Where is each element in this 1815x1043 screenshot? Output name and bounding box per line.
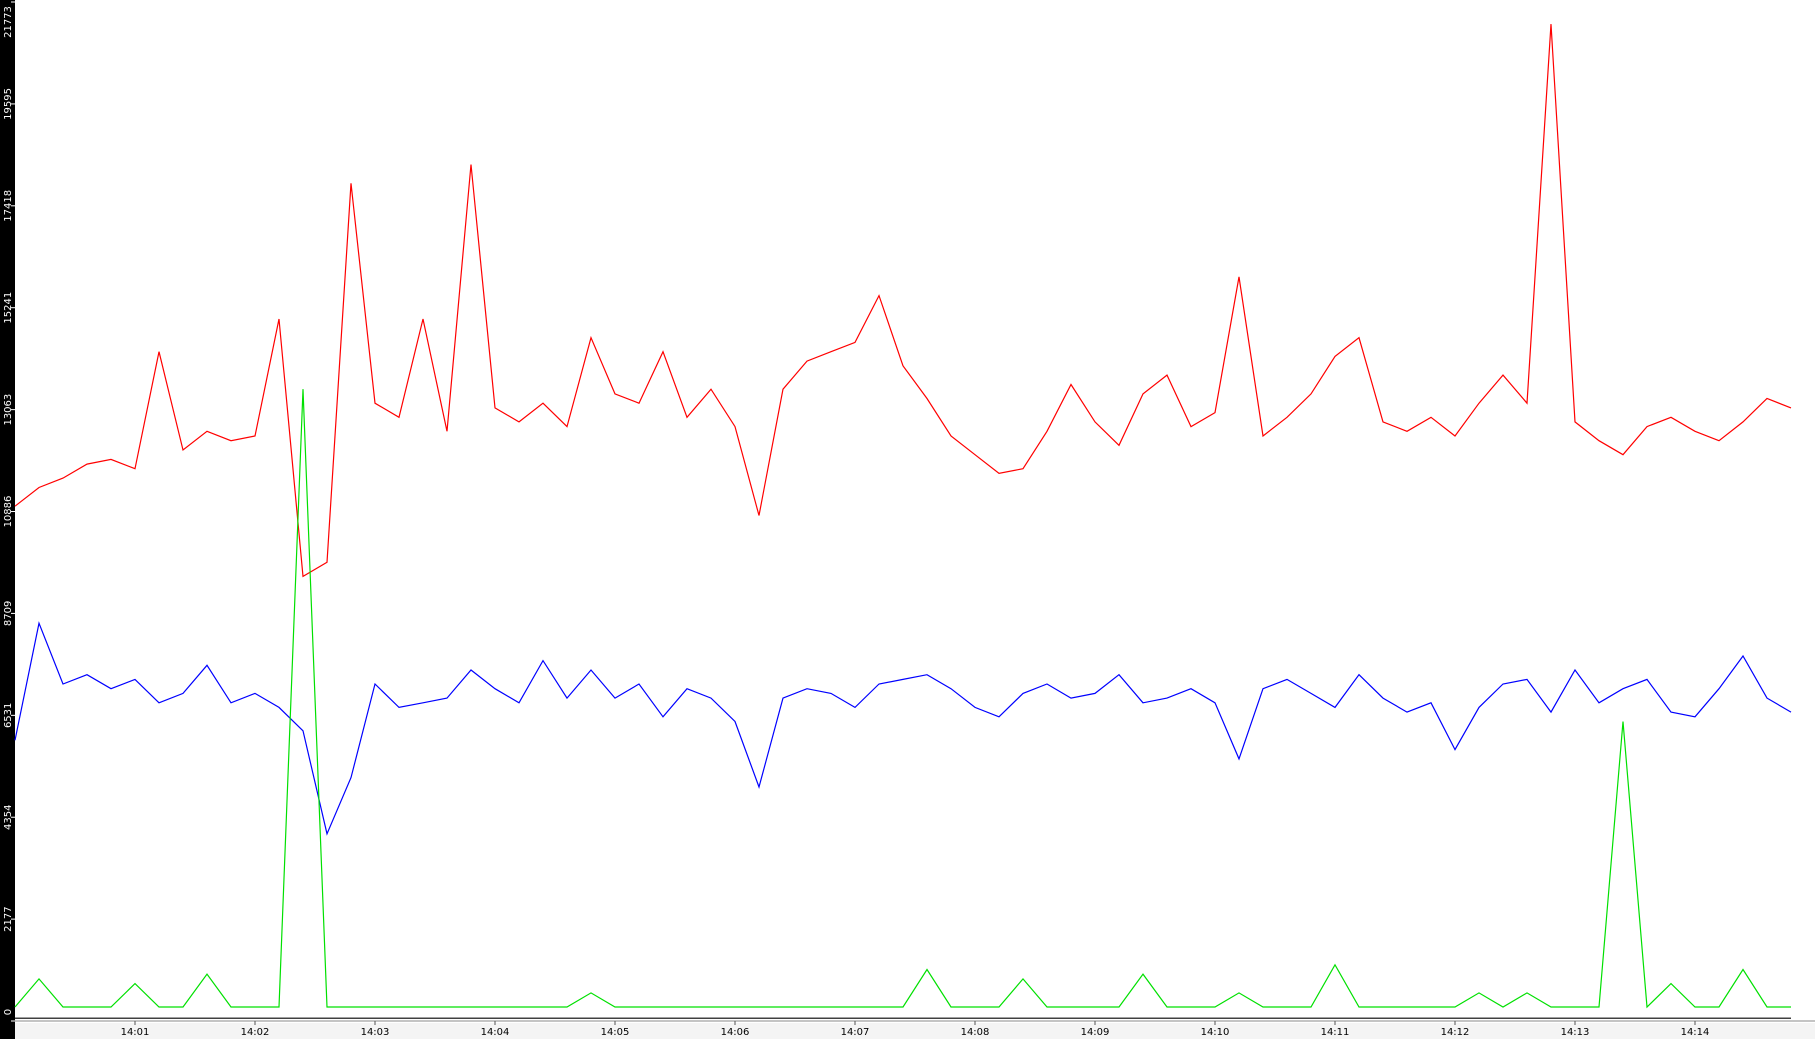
y-tick-label: 13063 [3, 394, 14, 426]
x-tick-label: 14:02 [241, 1027, 270, 1038]
y-tick-label: 4354 [3, 805, 14, 830]
series-line [14, 621, 1792, 836]
x-tick-label: 14:05 [601, 1027, 630, 1038]
y-tick-label: 6531 [3, 703, 14, 728]
x-tick-label: 14:04 [481, 1027, 510, 1038]
x-axis-strip [15, 1023, 1815, 1039]
x-tick-label: 14:01 [121, 1027, 150, 1038]
y-axis-strip [0, 0, 15, 1039]
x-tick-label: 14:03 [361, 1027, 390, 1038]
y-tick-label: 21773 [3, 6, 14, 38]
x-tick-label: 14:06 [721, 1027, 750, 1038]
x-tick-label: 14:12 [1441, 1027, 1470, 1038]
x-tick-label: 14:09 [1081, 1027, 1110, 1038]
series-line [14, 389, 1791, 1009]
series-line [14, 24, 1792, 578]
x-tick-label: 14:13 [1561, 1027, 1590, 1038]
y-tick-label: 0 [3, 1009, 14, 1015]
x-tick-label: 14:14 [1681, 1027, 1710, 1038]
y-tick-label: 2177 [3, 906, 14, 931]
y-tick-label: 15241 [3, 292, 14, 324]
y-tick-label: 17418 [3, 190, 14, 222]
y-tick-label: 19595 [3, 88, 14, 120]
x-tick-label: 14:07 [841, 1027, 870, 1038]
x-tick-label: 14:11 [1321, 1027, 1350, 1038]
x-tick-label: 14:10 [1201, 1027, 1230, 1038]
y-tick-label: 8709 [3, 601, 14, 626]
y-tick-label: 10886 [3, 496, 14, 528]
x-tick-label: 14:08 [961, 1027, 990, 1038]
